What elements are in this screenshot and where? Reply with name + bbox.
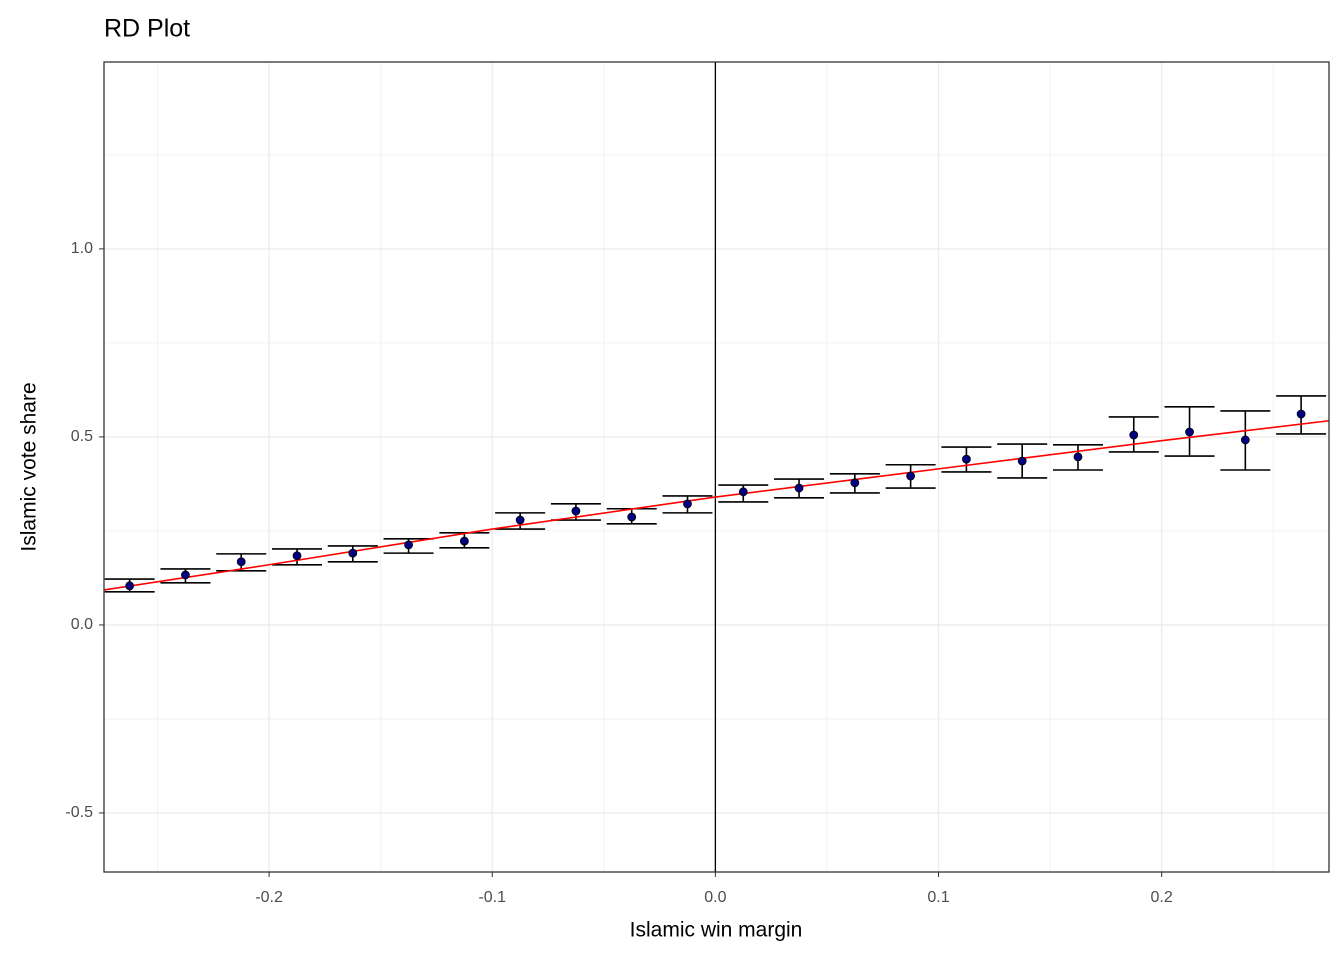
- point: [1017, 456, 1027, 466]
- x-tick-label: 0.1: [927, 889, 949, 906]
- point: [404, 540, 413, 550]
- point: [571, 506, 581, 516]
- x-axis-title: Islamic win margin: [630, 919, 803, 942]
- y-tick-label: -0.5: [65, 804, 93, 821]
- x-tick-label: -0.2: [255, 889, 283, 906]
- point: [794, 483, 804, 493]
- panel-border: [103, 61, 1330, 873]
- y-tick-label: 0.0: [71, 616, 93, 633]
- y-axis-title: Islamic vote share: [18, 382, 41, 551]
- chart-title: RD Plot: [104, 15, 190, 43]
- x-tick-label: 0.0: [704, 889, 726, 906]
- point: [738, 487, 748, 497]
- point: [125, 581, 135, 591]
- x-tick-label: -0.1: [478, 889, 506, 906]
- point: [459, 536, 469, 546]
- point: [181, 570, 190, 580]
- point: [1296, 409, 1306, 419]
- point: [627, 512, 637, 522]
- point: [1240, 435, 1250, 445]
- point: [1185, 427, 1194, 437]
- point: [348, 548, 358, 558]
- point: [1073, 452, 1083, 462]
- point: [515, 515, 525, 525]
- point: [236, 557, 246, 567]
- point: [962, 454, 971, 464]
- point: [292, 551, 302, 561]
- point: [850, 478, 860, 488]
- y-tick-label: 1.0: [71, 240, 93, 257]
- point: [1129, 430, 1139, 440]
- x-tick-label: 0.2: [1151, 889, 1173, 906]
- y-tick-label: 0.5: [71, 428, 93, 445]
- point: [906, 471, 916, 481]
- point: [683, 499, 692, 509]
- fit-line: [715, 419, 1330, 498]
